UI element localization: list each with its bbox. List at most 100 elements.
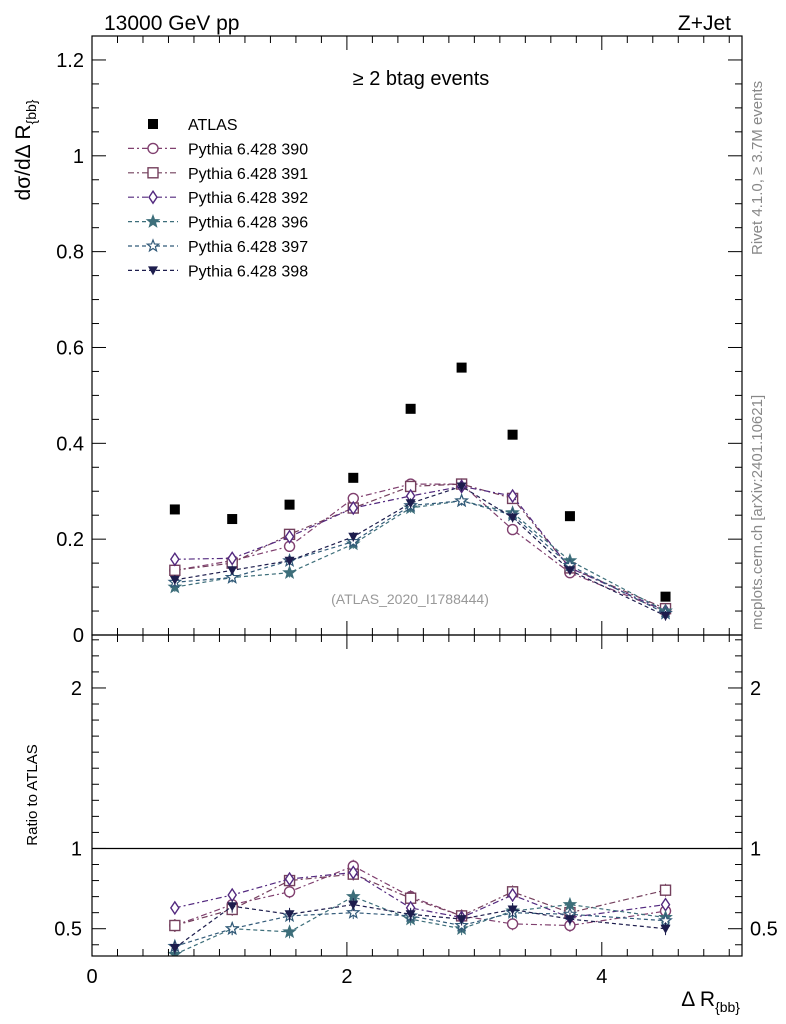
series-line-p397 xyxy=(174,500,666,614)
legend-marker xyxy=(145,213,161,228)
ratio-point-p392 xyxy=(227,887,238,903)
ratio-y-tick-label: 2 xyxy=(71,678,82,700)
legend-label: Pythia 6.428 391 xyxy=(188,166,308,183)
main-y-tick-label: 1 xyxy=(73,146,84,168)
main-y-tick-label: 0.8 xyxy=(56,242,84,264)
x-axis-label-text: Δ R xyxy=(681,988,715,1011)
data-point-p398 xyxy=(456,482,467,492)
data-point-data xyxy=(507,429,518,440)
ratio-line-p391 xyxy=(174,873,666,927)
ratio-line-p398 xyxy=(174,903,666,949)
data-point-data xyxy=(405,403,416,414)
ratio-y-axis: 0.5 0.5 1 1 2 2 xyxy=(54,639,778,946)
series-line-p398 xyxy=(174,485,666,617)
main-y-tick-label: 0.4 xyxy=(56,433,84,455)
data-point-p398 xyxy=(169,575,180,585)
svg-text:dσ/dΔ R{bb}: dσ/dΔ R{bb} xyxy=(12,99,39,200)
ratio-point-p398 xyxy=(456,915,467,925)
x-tick-label: 4 xyxy=(596,966,607,988)
legend: ATLAS Pythia 6.428 390 Pythia 6.428 391 Pyt… xyxy=(128,117,308,280)
data-point-p392 xyxy=(507,488,518,504)
data-point-p392 xyxy=(284,529,295,545)
data-point-p398 xyxy=(348,532,359,542)
legend-label: Pythia 6.428 398 xyxy=(188,263,308,280)
ratio-point-p392 xyxy=(170,900,180,916)
ratio-series-p397 xyxy=(167,904,673,953)
data-point-data xyxy=(227,514,238,525)
series-line-p391 xyxy=(174,483,666,610)
ratio-point-p392 xyxy=(507,887,518,903)
legend-entry-data: ATLAS xyxy=(148,117,238,134)
ratio-y-tick-label-right: 1 xyxy=(750,838,761,860)
data-point-p396 xyxy=(282,564,297,579)
ratio-ylabel: Ratio to ATLAS xyxy=(24,744,41,845)
ratio-y-tick-label-right: 2 xyxy=(750,678,761,700)
ratio-line-p390 xyxy=(174,865,666,927)
ratio-point-p391 xyxy=(169,919,181,932)
legend-label: ATLAS xyxy=(188,117,238,134)
x-axis-label-sub: {bb} xyxy=(715,999,740,1015)
data-point-data xyxy=(564,511,575,522)
mcplots-label: mcplots.cern.ch [arXiv:2401.10621] xyxy=(749,395,766,630)
ratio-point-p398 xyxy=(405,910,416,920)
main-ylabel-sub: {bb} xyxy=(23,99,39,124)
ratio-point-p392 xyxy=(284,871,295,887)
legend-label: Pythia 6.428 396 xyxy=(188,215,308,232)
legend-marker xyxy=(148,189,158,205)
main-ylabel-text: dσ/dΔ R xyxy=(12,124,35,200)
data-point-p392 xyxy=(348,500,359,516)
ratio-point-p398 xyxy=(564,915,575,925)
main-panel: ≥ 2 btag events (ATLAS_2020_I1788444) dσ… xyxy=(12,35,742,647)
legend-marker xyxy=(148,119,158,129)
series-p398 xyxy=(169,481,671,621)
legend-marker xyxy=(147,167,159,179)
header-right: Z+Jet xyxy=(678,12,731,35)
main-marks xyxy=(167,362,673,621)
ratio-series-p391 xyxy=(169,867,672,932)
data-point-p397 xyxy=(454,493,469,508)
x-axis: 0 2 4 xyxy=(86,635,730,988)
data-point-p398 xyxy=(405,499,416,509)
series-data xyxy=(169,362,671,602)
ratio-point-p392 xyxy=(348,865,359,880)
ratio-line-p392 xyxy=(174,871,666,919)
data-point-data xyxy=(169,504,180,515)
main-ylabel: dσ/dΔ R{bb} xyxy=(12,99,39,200)
header-left: 13000 GeV pp xyxy=(104,12,239,35)
ratio-y-tick-label: 1 xyxy=(71,838,82,860)
ratio-point-p390 xyxy=(506,918,519,930)
analysis-watermark: (ATLAS_2020_I1788444) xyxy=(331,591,489,607)
legend-entry-p391: Pythia 6.428 391 xyxy=(128,166,308,183)
legend-marker xyxy=(147,142,159,155)
data-point-data xyxy=(348,472,359,483)
x-axis-label: Δ R{bb} xyxy=(681,988,740,1015)
main-y-tick-label: 0.2 xyxy=(56,529,84,551)
main-y-tick-label: 1.2 xyxy=(56,50,84,72)
ratio-point-p398 xyxy=(227,902,238,912)
legend-label: Pythia 6.428 397 xyxy=(188,239,308,256)
data-point-p398 xyxy=(227,566,238,576)
data-point-p398 xyxy=(660,611,671,621)
ratio-point-p391 xyxy=(659,884,672,896)
ratio-y-tick-label-right: 0.5 xyxy=(750,919,778,941)
main-title: ≥ 2 btag events xyxy=(353,68,490,90)
legend-marker xyxy=(145,238,161,253)
legend-entry-p396: Pythia 6.428 396 xyxy=(128,213,308,232)
main-y-tick-label: 0 xyxy=(73,625,84,647)
data-point-data xyxy=(456,362,467,373)
x-tick-label: 2 xyxy=(341,966,352,988)
main-y-axis: 0 0.2 0.4 0.6 0.8 1 1.2 xyxy=(56,35,742,647)
data-point-p397 xyxy=(224,569,240,584)
legend-label: Pythia 6.428 392 xyxy=(188,190,308,207)
ratio-marks xyxy=(167,859,673,956)
ratio-y-tick-label: 0.5 xyxy=(54,919,82,941)
ratio-point-p398 xyxy=(169,943,180,953)
ratio-panel: Ratio to ATLAS 0.5 0.5 1 1 2 2 0 2 4 Δ R{bb} xyxy=(24,635,778,1015)
ratio-point-p390 xyxy=(283,886,296,898)
legend-marker xyxy=(148,266,158,276)
legend-entry-p397: Pythia 6.428 397 xyxy=(128,238,308,256)
data-point-data xyxy=(284,499,295,510)
data-point-p398 xyxy=(284,556,295,566)
data-point-p392 xyxy=(170,552,180,567)
